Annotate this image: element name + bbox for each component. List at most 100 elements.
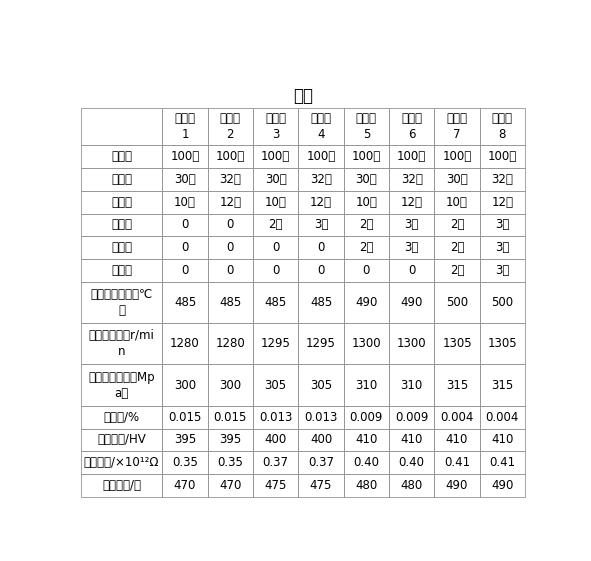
Bar [344, 108, 389, 145]
Bar [434, 214, 480, 236]
Bar [163, 236, 207, 259]
Bar [298, 108, 344, 145]
Bar [389, 214, 434, 236]
Text: 0.35: 0.35 [217, 456, 243, 470]
Bar [207, 259, 253, 282]
Text: 极限耐受压强（Mp
a）: 极限耐受压强（Mp a） [88, 371, 155, 399]
Bar [253, 452, 298, 474]
Bar [253, 145, 298, 168]
Bar [344, 406, 389, 429]
Bar [253, 191, 298, 214]
Bar [81, 406, 163, 429]
Bar [207, 365, 253, 406]
Bar [207, 236, 253, 259]
Bar [434, 259, 480, 282]
Bar [480, 406, 525, 429]
Bar [253, 168, 298, 191]
Bar [298, 323, 344, 365]
Text: 0.015: 0.015 [168, 411, 202, 424]
Text: 2份: 2份 [268, 218, 283, 232]
Bar [344, 365, 389, 406]
Text: 315: 315 [446, 379, 468, 392]
Text: 12份: 12份 [219, 196, 241, 209]
Bar [298, 259, 344, 282]
Bar [163, 145, 207, 168]
Bar [163, 452, 207, 474]
Text: 0: 0 [408, 264, 415, 277]
Text: 0: 0 [227, 264, 234, 277]
Text: 0.015: 0.015 [214, 411, 247, 424]
Bar [480, 191, 525, 214]
Text: 100份: 100份 [443, 150, 472, 163]
Bar [163, 474, 207, 497]
Bar [163, 214, 207, 236]
Bar [344, 474, 389, 497]
Text: 0.004: 0.004 [486, 411, 519, 424]
Bar [81, 145, 163, 168]
Bar [434, 365, 480, 406]
Text: 480: 480 [355, 479, 378, 492]
Text: 475: 475 [265, 479, 287, 492]
Text: 表面电阻/×10¹²Ω: 表面电阻/×10¹²Ω [84, 456, 160, 470]
Text: 实施例
1: 实施例 1 [174, 112, 196, 141]
Bar [207, 168, 253, 191]
Bar [163, 168, 207, 191]
Text: 310: 310 [355, 379, 378, 392]
Bar [207, 429, 253, 452]
Text: 1305: 1305 [442, 337, 472, 351]
Text: 0.35: 0.35 [172, 456, 198, 470]
Text: 100份: 100份 [352, 150, 381, 163]
Text: 10份: 10份 [174, 196, 196, 209]
Text: 2份: 2份 [450, 218, 465, 232]
Bar [434, 429, 480, 452]
Bar [207, 108, 253, 145]
Bar [81, 282, 163, 323]
Bar [344, 452, 389, 474]
Text: 0: 0 [227, 241, 234, 254]
Text: 310: 310 [401, 379, 423, 392]
Bar [253, 365, 298, 406]
Bar [81, 323, 163, 365]
Text: 395: 395 [219, 434, 242, 447]
Bar [81, 108, 163, 145]
Text: 490: 490 [446, 479, 468, 492]
Bar [207, 214, 253, 236]
Text: 极限耐受转速r/mi
n: 极限耐受转速r/mi n [89, 329, 154, 358]
Text: 3份: 3份 [314, 218, 328, 232]
Bar [389, 365, 434, 406]
Bar [480, 145, 525, 168]
Bar [480, 429, 525, 452]
Text: 0: 0 [181, 218, 189, 232]
Text: 0.013: 0.013 [304, 411, 337, 424]
Bar [344, 323, 389, 365]
Bar [344, 282, 389, 323]
Text: 胀缩率/%: 胀缩率/% [103, 411, 139, 424]
Bar [81, 191, 163, 214]
Text: 1305: 1305 [488, 337, 517, 351]
Text: 100份: 100份 [488, 150, 517, 163]
Text: 470: 470 [219, 479, 242, 492]
Bar [298, 365, 344, 406]
Bar [163, 323, 207, 365]
Text: 表面硬度/HV: 表面硬度/HV [97, 434, 146, 447]
Text: 0.013: 0.013 [259, 411, 293, 424]
Bar [434, 145, 480, 168]
Text: 实施例
8: 实施例 8 [492, 112, 513, 141]
Bar [298, 145, 344, 168]
Bar [434, 236, 480, 259]
Bar [434, 168, 480, 191]
Text: 480: 480 [401, 479, 423, 492]
Text: 0.41: 0.41 [489, 456, 515, 470]
Bar [163, 191, 207, 214]
Text: 0: 0 [227, 218, 234, 232]
Bar [163, 365, 207, 406]
Bar [389, 406, 434, 429]
Text: 实施例
7: 实施例 7 [447, 112, 467, 141]
Text: 490: 490 [491, 479, 514, 492]
Text: 3份: 3份 [404, 218, 419, 232]
Bar [253, 236, 298, 259]
Text: 0: 0 [363, 264, 370, 277]
Bar [434, 282, 480, 323]
Text: 485: 485 [310, 296, 332, 309]
Text: 氧化锡: 氧化锡 [111, 264, 132, 277]
